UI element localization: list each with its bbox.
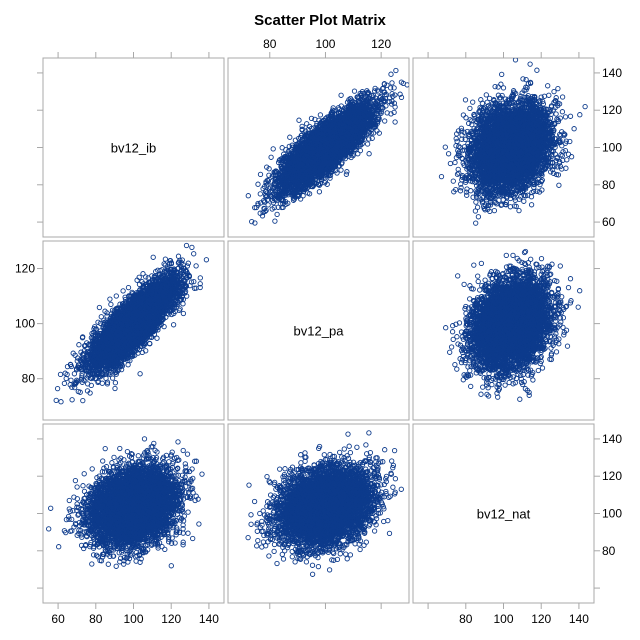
scatter-point xyxy=(343,105,349,111)
scatter-point xyxy=(370,130,377,136)
scatter-point xyxy=(338,92,344,98)
panel-bv12-ib-vs-bv12-ib: bv12_ib xyxy=(42,57,225,238)
scatter-point xyxy=(322,180,328,186)
scatter-point xyxy=(299,123,305,130)
scatter-point xyxy=(339,160,345,166)
scatter-point xyxy=(338,167,344,173)
scatter-point xyxy=(289,192,296,198)
scatter-point xyxy=(343,171,350,177)
scatter-point xyxy=(269,193,275,200)
scatter-point xyxy=(259,213,266,219)
scatter-point xyxy=(360,97,366,103)
scatter-point xyxy=(304,121,310,127)
scatter-point xyxy=(296,192,302,198)
scatter-point xyxy=(372,105,379,111)
scatter-point xyxy=(270,146,276,152)
scatter-point xyxy=(364,141,371,147)
scatter-points xyxy=(245,67,409,226)
variable-label-bv12-ib: bv12_ib xyxy=(111,141,157,156)
scatter-point xyxy=(319,118,325,125)
scatter-point xyxy=(391,85,397,91)
scatter-point xyxy=(296,117,302,123)
scatter-point xyxy=(366,151,372,157)
scatter-point xyxy=(317,112,324,118)
scatter-point xyxy=(268,154,274,160)
scatter-point xyxy=(359,91,365,97)
scatter-point xyxy=(335,105,342,111)
scatter-point xyxy=(392,119,398,125)
scatter-point xyxy=(280,201,286,207)
scatter-point xyxy=(261,199,268,205)
scatter-point xyxy=(287,134,293,140)
scatter-point xyxy=(269,206,275,212)
scatter-point xyxy=(370,94,376,100)
scatter-point xyxy=(387,85,394,91)
scatter-point xyxy=(389,80,395,86)
scatter-point xyxy=(391,109,397,116)
scatter-point xyxy=(316,181,322,188)
scatter-point xyxy=(336,106,343,112)
scatter-point xyxy=(384,110,390,116)
scatter-point xyxy=(370,120,376,126)
scatter-point xyxy=(397,91,403,97)
scatter-point xyxy=(252,220,258,226)
scatter-point xyxy=(356,102,362,109)
scatter-point xyxy=(288,147,294,153)
scatter-point xyxy=(272,218,278,224)
scatter-point xyxy=(255,181,261,187)
scatter-point xyxy=(359,103,366,109)
scatter-point xyxy=(249,218,255,225)
scatter-point xyxy=(383,103,389,109)
scatter-point xyxy=(376,115,382,121)
panel-bv12-ib-vs-bv12-pa xyxy=(227,57,410,238)
chart-title: Scatter Plot Matrix xyxy=(254,12,386,29)
scatter-point xyxy=(344,169,350,175)
scatter-point xyxy=(329,166,335,173)
scatter-point xyxy=(316,189,323,195)
panel-frame xyxy=(42,57,225,238)
scatter-point xyxy=(381,81,388,87)
scatter-point xyxy=(316,122,322,129)
scatter-point xyxy=(388,71,394,77)
scatter-point xyxy=(265,202,271,208)
scatter-point xyxy=(389,91,395,97)
scatter-point xyxy=(365,96,372,102)
scatter-point xyxy=(257,191,263,197)
scatter-point xyxy=(306,191,313,197)
scatter-point xyxy=(245,193,251,199)
scatter-point xyxy=(384,82,390,88)
scatter-point xyxy=(366,136,372,142)
scatter-point xyxy=(280,204,286,211)
scatter-point xyxy=(257,171,264,178)
scatter-point xyxy=(392,104,398,110)
scatter-point xyxy=(393,67,399,74)
scatter-point xyxy=(275,204,281,210)
scatter-point xyxy=(274,211,280,218)
scatter-point xyxy=(299,127,305,133)
scatter-point xyxy=(308,115,315,122)
scatter-point xyxy=(258,200,264,206)
scatter-point xyxy=(296,135,302,142)
scatter-point xyxy=(266,166,272,172)
scatter-point xyxy=(404,82,409,88)
